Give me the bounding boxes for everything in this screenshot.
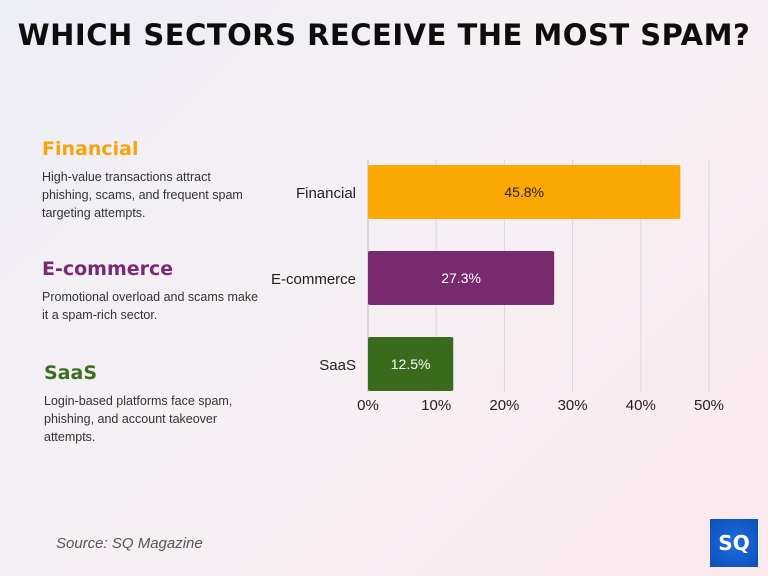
- source-text: Source: SQ Magazine: [56, 535, 203, 552]
- x-tick-label: 50%: [694, 397, 724, 414]
- x-tick-label: 20%: [489, 397, 519, 414]
- desc-heading: SaaS: [44, 362, 98, 384]
- category-label: E-commerce: [271, 271, 356, 288]
- desc-ecommerce: E-commerce Promotional overload and scam…: [42, 258, 262, 324]
- sq-logo: SQ: [710, 519, 758, 567]
- bar-financial: [368, 165, 681, 219]
- x-tick-label: 40%: [626, 397, 656, 414]
- x-tick-label: 30%: [558, 397, 588, 414]
- desc-text: Login-based platforms face spam, phishin…: [44, 394, 233, 444]
- desc-text: Promotional overload and scams make it a…: [42, 290, 259, 322]
- chart-title: WHICH SECTORS RECEIVE THE MOST SPAM?: [17, 18, 751, 52]
- logo-text: SQ: [718, 531, 750, 555]
- bar-saas: [368, 337, 454, 391]
- desc-heading: E-commerce: [42, 258, 174, 280]
- x-tick-label: 0%: [357, 397, 379, 414]
- desc-text: High-value transactions attract phishing…: [42, 170, 243, 220]
- desc-saas: SaaS Login-based platforms face spam, ph…: [44, 362, 264, 446]
- desc-heading: Financial: [42, 138, 139, 160]
- category-label: Financial: [296, 185, 356, 202]
- x-tick-label: 10%: [421, 397, 451, 414]
- data-label: 27.3%: [441, 270, 481, 286]
- data-label: 12.5%: [391, 356, 431, 372]
- category-label: SaaS: [319, 357, 356, 374]
- bar-e-commerce: [368, 251, 555, 305]
- data-label: 45.8%: [504, 184, 544, 200]
- desc-financial: Financial High-value transactions attrac…: [42, 138, 262, 222]
